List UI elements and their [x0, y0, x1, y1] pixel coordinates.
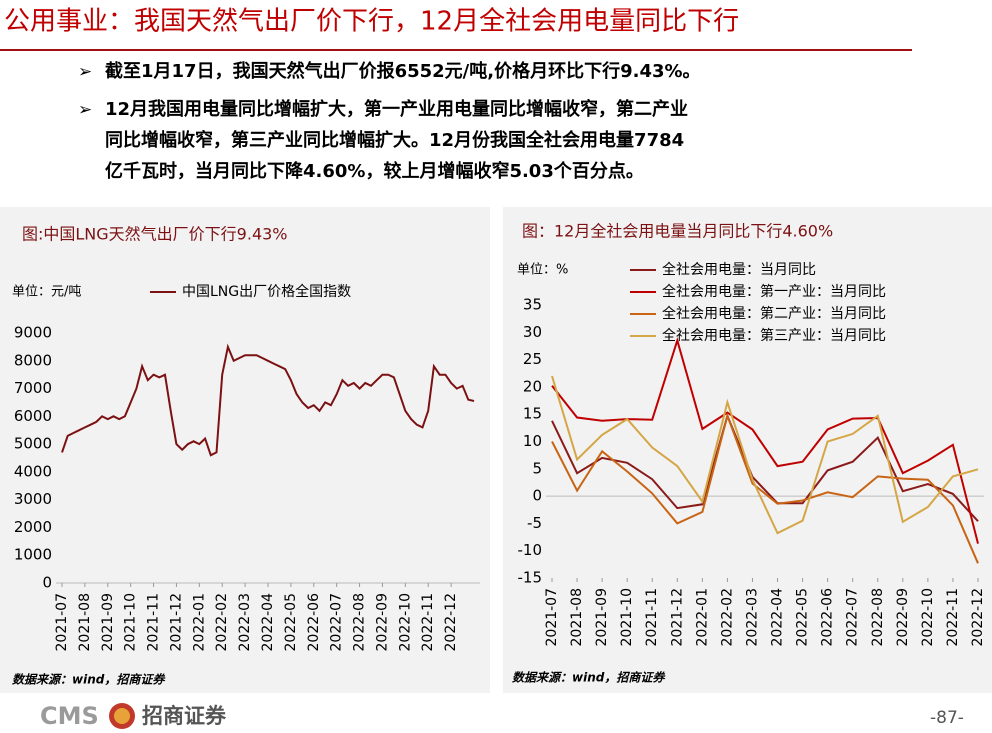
x-tick-label: 2022-05	[795, 588, 811, 647]
legend-label: 全社会用电量：第二产业：当月同比	[662, 305, 886, 322]
x-tick-label: 2021-11	[644, 588, 660, 647]
y-tick-label: -5	[527, 514, 542, 532]
legend-label: 全社会用电量：第一产业：当月同比	[662, 283, 886, 300]
y-tick-label: -15	[518, 569, 543, 587]
y-tick-label: 35	[523, 296, 542, 314]
y-tick-label: 4000	[14, 462, 52, 480]
x-tick-label: 2021-07	[54, 593, 70, 652]
data-line	[61, 343, 475, 457]
page-number: -87-	[930, 708, 964, 728]
footer-logo: CMS	[40, 702, 99, 730]
y-tick-label: 0	[42, 574, 52, 592]
x-tick-label: 2021-09	[594, 588, 610, 647]
y-tick-label: 10	[523, 432, 542, 450]
panel	[0, 207, 490, 693]
x-tick-label: 2021-07	[544, 588, 560, 647]
y-tick-label: 5	[532, 459, 542, 477]
x-tick-label: 2021-10	[123, 593, 139, 652]
x-tick-label: 2022-12	[443, 593, 459, 652]
y-tick-label: 15	[523, 405, 542, 423]
bullet-text: 亿千瓦时，当月同比下降4.60%，较上月增幅收窄5.03个百分点。	[105, 160, 644, 182]
x-tick-label: 2022-10	[397, 593, 413, 652]
source-note: 数据来源：wind，招商证券	[512, 671, 666, 685]
x-tick-label: 2021-08	[77, 593, 93, 652]
x-tick-label: 2022-01	[191, 593, 207, 652]
logo-icon	[114, 708, 130, 724]
legend-label: 中国LNG出厂价格全国指数	[182, 283, 351, 300]
y-tick-label: 1000	[14, 546, 52, 564]
y-tick-label: 7000	[14, 379, 52, 397]
unit-label: 单位：元/吨	[12, 285, 81, 300]
unit-label: 单位：%	[517, 263, 568, 278]
x-tick-label: 2022-01	[694, 588, 710, 647]
y-tick-label: 25	[523, 350, 542, 368]
x-tick-label: 2022-02	[719, 588, 735, 647]
x-tick-label: 2021-10	[619, 588, 635, 647]
y-tick-label: 3000	[14, 490, 52, 508]
x-tick-label: 2022-07	[329, 593, 345, 652]
x-tick-label: 2021-08	[569, 588, 585, 647]
chart-title: 图：12月全社会用电量当月同比下行4.60%	[522, 222, 833, 241]
y-tick-label: 2000	[14, 518, 52, 536]
x-tick-label: 2022-07	[845, 588, 861, 647]
y-tick-label: 0	[532, 487, 542, 505]
x-tick-label: 2021-09	[100, 593, 116, 652]
source-note: 数据来源：wind，招商证券	[12, 673, 166, 687]
y-tick-label: 30	[523, 323, 542, 341]
x-tick-label: 2022-08	[352, 593, 368, 652]
legend-label: 全社会用电量：当月同比	[662, 261, 816, 278]
x-tick-label: 2022-11	[420, 593, 436, 652]
data-line	[551, 412, 979, 564]
data-line	[551, 375, 979, 535]
y-tick-label: 6000	[14, 407, 52, 425]
bullet-marker: ➢	[78, 100, 92, 120]
x-tick-label: 2022-11	[945, 588, 961, 647]
panel	[503, 207, 992, 693]
x-tick-label: 2022-12	[970, 588, 986, 647]
bullet-marker: ➢	[78, 62, 92, 82]
x-tick-label: 2022-10	[920, 588, 936, 647]
y-tick-label: 9000	[14, 324, 52, 342]
x-tick-label: 2022-02	[214, 593, 230, 652]
y-tick-label: 5000	[14, 435, 52, 453]
x-tick-label: 2022-06	[820, 588, 836, 647]
x-tick-label: 2021-12	[168, 593, 184, 652]
footer-company: 招商证券	[142, 704, 227, 728]
x-tick-label: 2022-03	[744, 588, 760, 647]
bullet-text: 截至1月17日，我国天然气出厂价报6552元/吨,价格月环比下行9.43%。	[105, 60, 701, 82]
x-tick-label: 2022-06	[306, 593, 322, 652]
data-line	[551, 412, 979, 522]
x-tick-label: 2022-03	[237, 593, 253, 652]
x-tick-label: 2022-09	[895, 588, 911, 647]
x-tick-label: 2022-04	[260, 593, 276, 652]
legend-label: 全社会用电量：第三产业：当月同比	[662, 327, 886, 344]
bullet-text: 同比增幅收窄，第三产业同比增幅扩大。12月份我国全社会用电量7784	[105, 129, 684, 151]
x-tick-label: 2022-05	[283, 593, 299, 652]
data-line	[551, 337, 979, 544]
x-tick-label: 2022-04	[770, 588, 786, 647]
x-tick-label: 2022-09	[374, 593, 390, 652]
y-tick-label: -10	[518, 541, 543, 559]
x-tick-label: 2021-11	[146, 593, 162, 652]
chart-title: 图:中国LNG天然气出厂价下行9.43%	[22, 225, 288, 244]
y-tick-label: 20	[523, 377, 542, 395]
slide-title: 公用事业：我国天然气出厂价下行，12月全社会用电量同比下行	[4, 7, 739, 37]
x-tick-label: 2022-08	[870, 588, 886, 647]
y-tick-label: 8000	[14, 351, 52, 369]
bullet-text: 12月我国用电量同比增幅扩大，第一产业用电量同比增幅收窄，第二产业	[105, 98, 688, 120]
x-tick-label: 2021-12	[669, 588, 685, 647]
